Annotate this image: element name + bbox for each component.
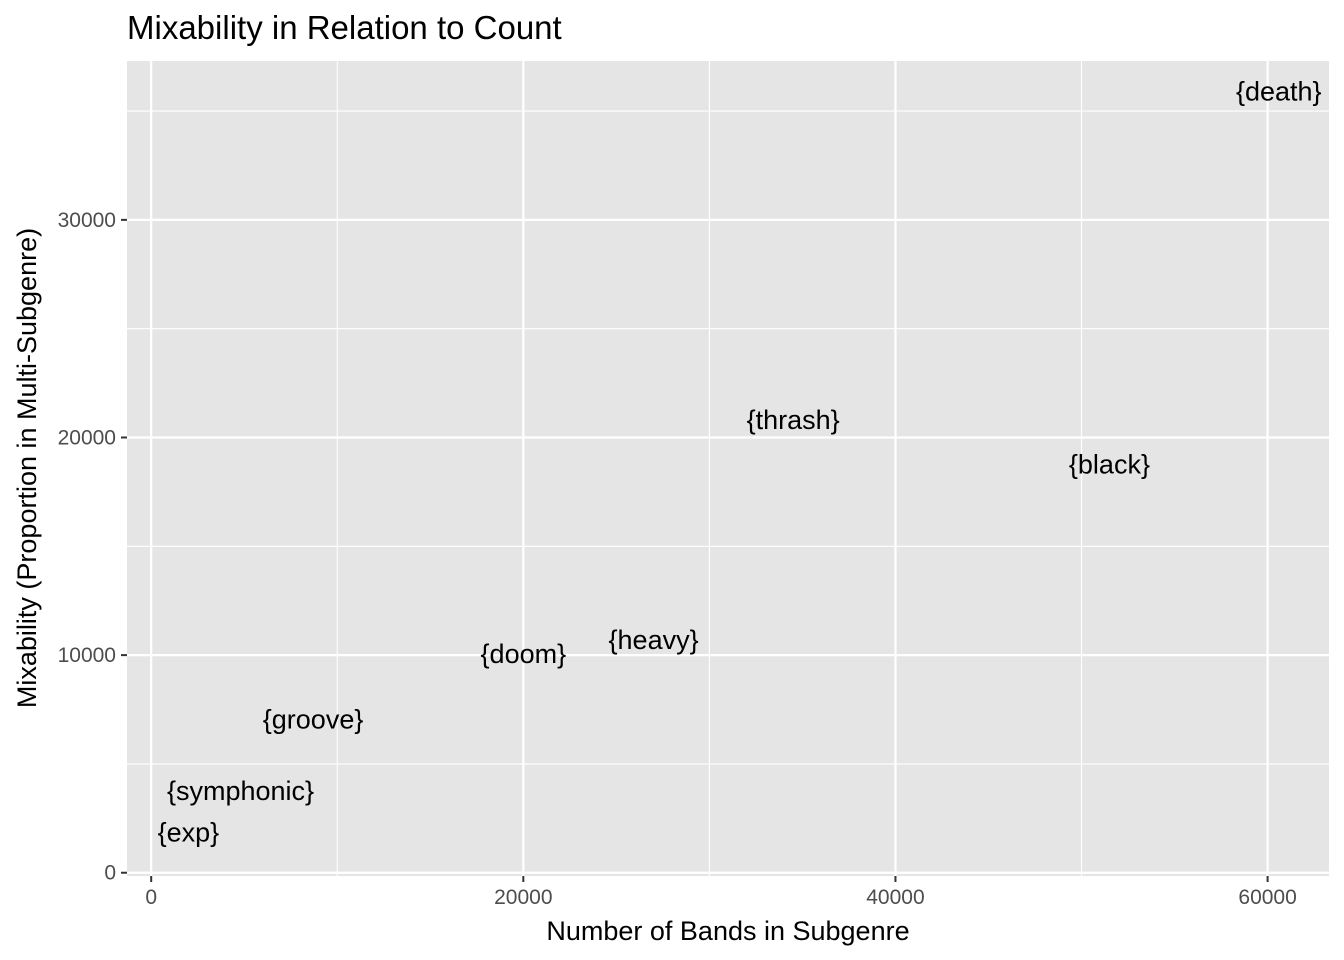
point-label: {death} (1236, 76, 1322, 106)
y-tick-label: 20000 (58, 426, 116, 449)
chart-title: Mixability in Relation to Count (127, 9, 562, 46)
y-axis-title: Mixability (Proportion in Multi-Subgenre… (12, 228, 42, 708)
point-label: {doom} (481, 639, 567, 669)
x-tick-label: 20000 (494, 886, 552, 909)
point-label: {black} (1069, 450, 1150, 480)
y-tick-label: 0 (104, 862, 116, 885)
point-labels: {death} {thrash} {black} {heavy} {doom} {groo… (158, 76, 1322, 847)
panel-background (127, 61, 1329, 876)
point-label: {symphonic} (167, 776, 314, 806)
major-gridlines (127, 61, 1329, 876)
y-axis: 0 10000 20000 30000 (58, 209, 127, 885)
x-axis-title: Number of Bands in Subgenre (546, 916, 909, 946)
x-tick-label: 40000 (866, 886, 924, 909)
y-tick-label: 30000 (58, 209, 116, 232)
point-label: {groove} (263, 704, 364, 734)
x-tick-label: 60000 (1238, 886, 1296, 909)
point-label: {thrash} (747, 405, 840, 435)
point-label: {exp} (158, 817, 220, 847)
y-tick-label: 10000 (58, 644, 116, 667)
point-label: {heavy} (609, 625, 699, 655)
x-axis: 0 20000 40000 60000 (145, 876, 1297, 909)
minor-gridlines (127, 61, 1329, 876)
x-tick-label: 0 (145, 886, 157, 909)
